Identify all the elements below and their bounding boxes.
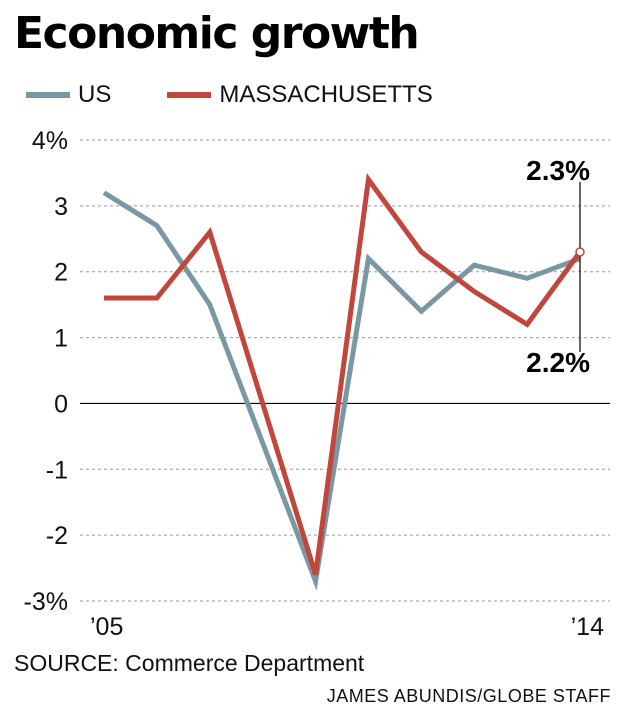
y-tick-label: 4% bbox=[32, 127, 68, 155]
legend-swatch-us bbox=[26, 92, 70, 98]
legend-swatch-massachusetts bbox=[167, 92, 212, 98]
x-tick-label: ’14 bbox=[571, 613, 604, 640]
y-tick-label: 1 bbox=[54, 325, 68, 353]
legend-label-massachusetts: MASSACHUSETTS bbox=[219, 81, 433, 108]
credit-line: JAMES ABUNDIS/GLOBE STAFF bbox=[326, 686, 611, 706]
source-note: SOURCE: Commerce Department bbox=[14, 650, 365, 676]
series-line-massachusetts bbox=[104, 173, 583, 576]
legend: US MASSACHUSETTS bbox=[26, 80, 489, 110]
y-tick-label: -3% bbox=[24, 588, 68, 616]
annotation-massachusetts: 2.3% bbox=[526, 155, 590, 186]
chart-title: Economic growth bbox=[14, 8, 420, 59]
line-chart: 4% 3 2 1 0 -1 -2 -3% ’05 ’14 2.3% 2.2% bbox=[24, 127, 610, 640]
y-tick-label: 2 bbox=[54, 259, 68, 287]
y-tick-label: 3 bbox=[54, 193, 68, 221]
annotation-us: 2.2% bbox=[526, 347, 590, 378]
y-tick-label: -2 bbox=[46, 522, 68, 550]
x-tick-label: ’05 bbox=[90, 613, 123, 640]
y-tick-label: 0 bbox=[54, 390, 68, 418]
endpoint-marker bbox=[575, 247, 585, 257]
legend-label-us: US bbox=[78, 81, 112, 108]
y-tick-label: -1 bbox=[46, 456, 68, 484]
legend-item-us: US bbox=[26, 81, 111, 109]
legend-item-massachusetts: MASSACHUSETTS bbox=[167, 81, 433, 109]
